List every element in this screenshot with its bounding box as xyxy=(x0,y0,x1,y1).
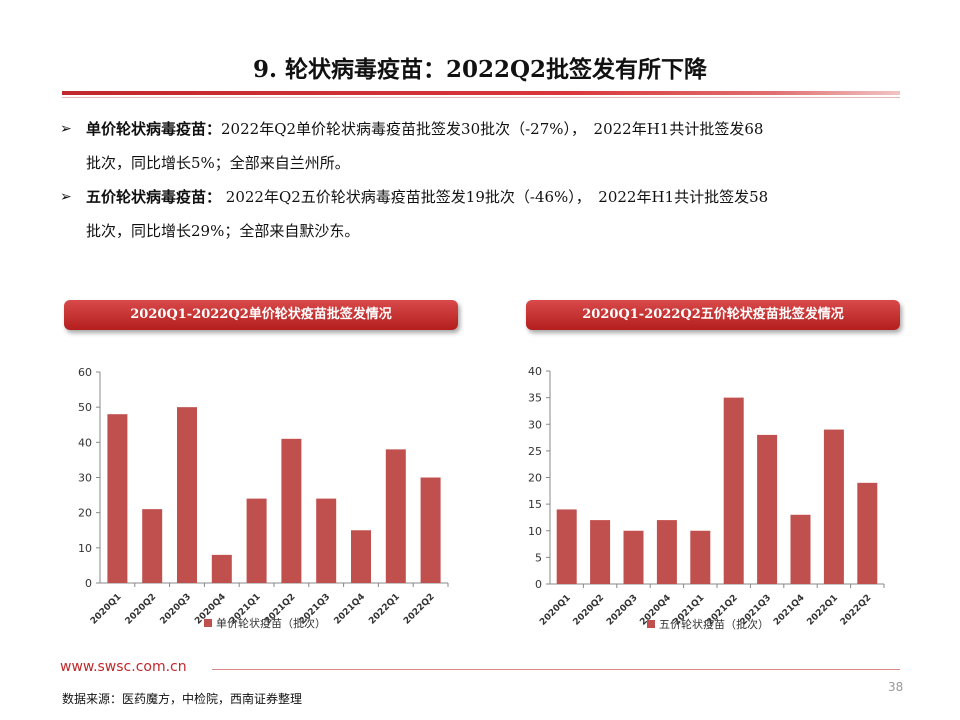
bar xyxy=(107,414,128,583)
bullet-text: 2022年Q2五价轮状病毒疫苗批签发19批次（-46%）， 2022年H1共计批… xyxy=(221,188,769,206)
bar xyxy=(690,530,711,584)
bar xyxy=(790,514,811,584)
bar xyxy=(142,509,163,583)
page-title: 9. 轮状病毒疫苗：2022Q2批签发有所下降 xyxy=(252,56,708,83)
y-tick-label: 40 xyxy=(528,365,542,378)
x-tick-label: 2022Q1 xyxy=(805,593,840,628)
bar xyxy=(757,434,778,584)
bullet-label: 五价轮状病毒疫苗： xyxy=(86,188,222,206)
y-tick-label: 15 xyxy=(528,498,542,511)
website-url[interactable]: www.swsc.com.cn xyxy=(60,659,187,675)
bar xyxy=(211,554,232,583)
y-tick-label: 35 xyxy=(528,392,542,405)
x-tick-label: 2020Q1 xyxy=(89,592,124,627)
bar xyxy=(385,449,406,583)
legend-label: 单价轮状疫苗（批次） xyxy=(216,616,326,630)
x-tick-label: 2021Q4 xyxy=(772,593,807,628)
x-tick-label: 2022Q2 xyxy=(402,592,437,627)
y-tick-label: 0 xyxy=(85,577,92,590)
y-tick-label: 10 xyxy=(528,525,542,538)
x-tick-label: 2020Q3 xyxy=(605,593,640,628)
y-tick-label: 30 xyxy=(528,418,542,431)
arrow-bullet-icon: ➢ xyxy=(60,121,72,137)
bullet-text-cont: 批次，同比增长5%；全部来自兰州所。 xyxy=(86,154,350,172)
bullet-list: ➢ 单价轮状病毒疫苗：2022年Q2单价轮状病毒疫苗批签发30批次（-27%），… xyxy=(60,112,910,248)
x-tick-label: 2020Q2 xyxy=(124,592,159,627)
bar xyxy=(590,520,611,584)
bar xyxy=(177,407,197,583)
bar xyxy=(281,438,302,583)
y-tick-label: 5 xyxy=(535,551,542,564)
bar xyxy=(656,520,677,584)
y-tick-label: 25 xyxy=(528,445,542,458)
y-tick-label: 30 xyxy=(78,472,92,485)
y-tick-label: 40 xyxy=(78,436,92,449)
bar xyxy=(723,397,744,584)
y-tick-label: 20 xyxy=(78,507,92,520)
page-number: 38 xyxy=(888,680,904,694)
chart-title-banner-pentavalent: 2020Q1-2022Q2五价轮状疫苗批签发情况 xyxy=(526,300,900,330)
bar xyxy=(556,509,577,584)
bar-chart-pentavalent: 05101520253035402020Q12020Q22020Q32020Q4… xyxy=(528,365,885,631)
title-underline-thin xyxy=(62,97,900,98)
legend-swatch xyxy=(204,619,212,627)
bullet-item-monovalent: ➢ 单价轮状病毒疫苗：2022年Q2单价轮状病毒疫苗批签发30批次（-27%），… xyxy=(60,112,910,180)
bar xyxy=(246,498,267,583)
bar xyxy=(623,530,644,584)
chart-title-banner-monovalent: 2020Q1-2022Q2单价轮状疫苗批签发情况 xyxy=(64,300,458,330)
data-source-note: 数据来源：医药魔方，中检院，西南证券整理 xyxy=(62,692,303,706)
arrow-bullet-icon: ➢ xyxy=(60,189,72,205)
bar xyxy=(316,498,337,583)
bar xyxy=(420,477,441,583)
bullet-item-pentavalent: ➢ 五价轮状病毒疫苗： 2022年Q2五价轮状病毒疫苗批签发19批次（-46%）… xyxy=(60,180,910,248)
title-underline xyxy=(62,91,900,95)
x-tick-label: 2020Q3 xyxy=(158,592,193,627)
x-tick-label: 2021Q4 xyxy=(332,592,367,627)
y-tick-label: 60 xyxy=(78,366,92,379)
x-tick-label: 2020Q2 xyxy=(572,593,607,628)
footer-divider xyxy=(212,669,900,670)
legend-label: 五价轮状疫苗（批次） xyxy=(659,617,769,631)
bullet-text: 2022年Q2单价轮状病毒疫苗批签发30批次（-27%）， 2022年H1共计批… xyxy=(221,120,764,138)
legend-swatch xyxy=(647,620,655,628)
x-tick-label: 2022Q1 xyxy=(367,592,402,627)
bar xyxy=(857,482,878,584)
y-tick-label: 20 xyxy=(528,472,542,485)
x-tick-label: 2020Q1 xyxy=(538,593,573,628)
y-tick-label: 0 xyxy=(535,578,542,591)
bar xyxy=(351,530,371,583)
bullet-text-cont: 批次，同比增长29%；全部来自默沙东。 xyxy=(86,222,360,240)
x-tick-label: 2022Q2 xyxy=(839,593,874,628)
y-tick-label: 50 xyxy=(78,401,92,414)
bar xyxy=(823,429,844,584)
y-tick-label: 10 xyxy=(78,542,92,555)
bullet-label: 单价轮状病毒疫苗： xyxy=(86,120,222,138)
